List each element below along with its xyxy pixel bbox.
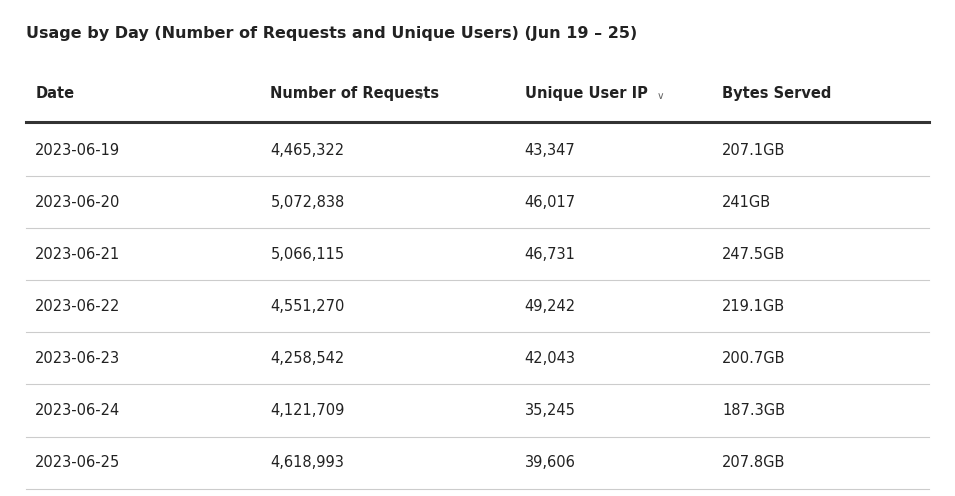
Text: 5,072,838: 5,072,838 [270,195,345,210]
Text: 247.5GB: 247.5GB [722,247,785,262]
Text: Unique User IP: Unique User IP [524,86,647,101]
Text: 187.3GB: 187.3GB [722,403,785,418]
Text: 2023-06-21: 2023-06-21 [35,247,120,262]
Text: 2023-06-24: 2023-06-24 [35,403,120,418]
Text: 4,551,270: 4,551,270 [270,299,345,314]
Text: 241GB: 241GB [722,195,772,210]
Text: 4,465,322: 4,465,322 [270,143,345,158]
Text: 49,242: 49,242 [524,299,576,314]
Text: 39,606: 39,606 [524,455,576,470]
Text: 46,017: 46,017 [524,195,576,210]
Text: 219.1GB: 219.1GB [722,299,785,314]
Text: Bytes Served: Bytes Served [722,86,832,101]
Text: 5,066,115: 5,066,115 [270,247,345,262]
Text: 2023-06-23: 2023-06-23 [35,351,120,366]
Text: 43,347: 43,347 [524,143,575,158]
Text: 46,731: 46,731 [524,247,576,262]
Text: 207.1GB: 207.1GB [722,143,786,158]
Text: 2023-06-19: 2023-06-19 [35,143,120,158]
Text: Number of Requests: Number of Requests [270,86,439,101]
Text: 35,245: 35,245 [524,403,576,418]
Text: 42,043: 42,043 [524,351,576,366]
Text: ∨: ∨ [416,91,424,101]
Text: 2023-06-20: 2023-06-20 [35,195,120,210]
Text: 2023-06-25: 2023-06-25 [35,455,120,470]
Text: 207.8GB: 207.8GB [722,455,786,470]
Text: 4,121,709: 4,121,709 [270,403,345,418]
Text: 4,258,542: 4,258,542 [270,351,345,366]
Text: 2023-06-22: 2023-06-22 [35,299,120,314]
Text: 4,618,993: 4,618,993 [270,455,345,470]
Text: ∨: ∨ [656,91,664,101]
Text: Date: Date [35,86,74,101]
Text: Usage by Day (Number of Requests and Unique Users) (Jun 19 – 25): Usage by Day (Number of Requests and Uni… [26,26,637,41]
Text: 200.7GB: 200.7GB [722,351,786,366]
